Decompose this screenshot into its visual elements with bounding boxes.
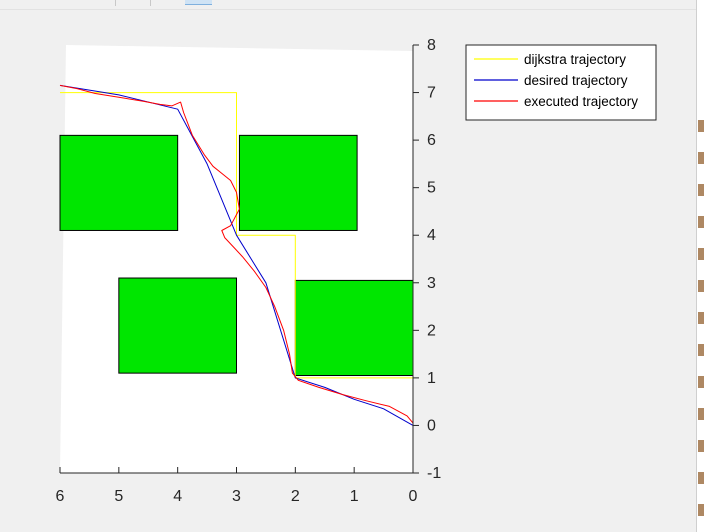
strip-divider [115, 0, 116, 6]
gutter-mark [698, 472, 704, 484]
gutter-mark [698, 248, 704, 260]
obstacle-2 [238, 134, 358, 231]
x-tick-label: 3 [232, 488, 241, 505]
legend-label: executed trajectory [524, 94, 638, 109]
x-tick-label: 5 [114, 488, 123, 505]
gutter-mark [698, 280, 704, 292]
y-tick-label: -1 [427, 465, 441, 482]
gutter-mark [698, 408, 704, 420]
gutter-mark [698, 152, 704, 164]
strip-divider [150, 0, 151, 6]
y-tick-label: 3 [427, 275, 436, 292]
legend[interactable]: dijkstra trajectory desired trajectory exe… [465, 44, 657, 121]
right-gutter [696, 0, 704, 532]
legend-box [465, 44, 657, 121]
series-line-executed-trajectory [59, 84, 414, 424]
obstacle-3 [118, 277, 237, 374]
obstacle-1 [59, 134, 179, 231]
obstacles [59, 134, 414, 377]
gutter-mark [698, 344, 704, 356]
gutter-mark [698, 504, 704, 516]
y-tick-label: 4 [427, 227, 436, 244]
gutter-mark [698, 312, 704, 324]
x-tick-label: 1 [350, 488, 359, 505]
gutter-mark [698, 376, 704, 388]
x-tick-label: 6 [56, 488, 65, 505]
x-tick-label: 4 [173, 488, 182, 505]
obstacle-4 [294, 279, 414, 377]
y-tick-label: 6 [427, 132, 436, 149]
y-tick-label: 0 [427, 417, 436, 434]
y-tick-label: 7 [427, 85, 436, 102]
gutter-mark [698, 216, 704, 228]
x-tick-label: 0 [409, 488, 418, 505]
y-tick-label: 5 [427, 180, 436, 197]
gutter-mark [698, 440, 704, 452]
legend-label: dijkstra trajectory [524, 52, 626, 67]
y-tick-label: 1 [427, 370, 436, 387]
window-top-strip [0, 0, 704, 10]
legend-label: desired trajectory [524, 73, 628, 88]
strip-highlight [185, 0, 212, 5]
gutter-mark [698, 184, 704, 196]
axes: 6 5 4 3 2 1 0 -1 0 1 2 3 4 5 6 7 8 [56, 37, 442, 505]
y-tick-label: 8 [427, 37, 436, 54]
y-tick-label: 2 [427, 322, 436, 339]
gutter-mark [698, 120, 704, 132]
x-tick-label: 2 [291, 488, 300, 505]
